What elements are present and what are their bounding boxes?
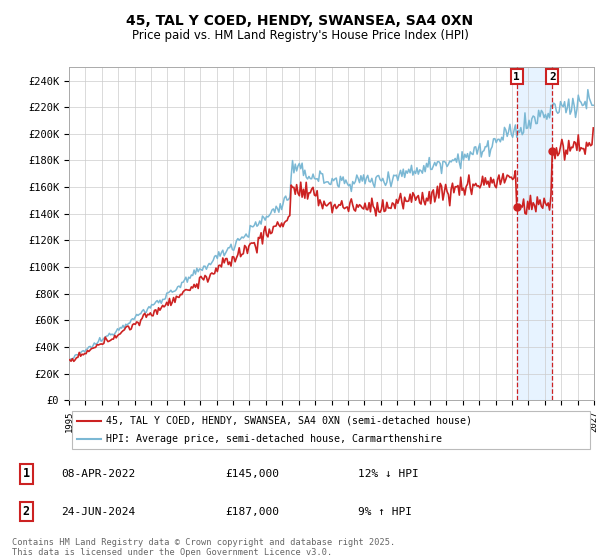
Text: 1: 1: [23, 468, 30, 480]
Text: 2: 2: [549, 72, 556, 82]
Text: Contains HM Land Registry data © Crown copyright and database right 2025.
This d: Contains HM Land Registry data © Crown c…: [12, 538, 395, 557]
Text: 45, TAL Y COED, HENDY, SWANSEA, SA4 0XN: 45, TAL Y COED, HENDY, SWANSEA, SA4 0XN: [127, 14, 473, 28]
Text: 2: 2: [23, 505, 30, 518]
FancyBboxPatch shape: [71, 411, 590, 449]
Text: Price paid vs. HM Land Registry's House Price Index (HPI): Price paid vs. HM Land Registry's House …: [131, 29, 469, 42]
Bar: [517, 67, 553, 400]
Text: HPI: Average price, semi-detached house, Carmarthenshire: HPI: Average price, semi-detached house,…: [106, 434, 442, 444]
Text: 45, TAL Y COED, HENDY, SWANSEA, SA4 0XN (semi-detached house): 45, TAL Y COED, HENDY, SWANSEA, SA4 0XN …: [106, 416, 472, 426]
Text: £187,000: £187,000: [225, 507, 279, 517]
Text: 1: 1: [514, 72, 520, 82]
Text: 24-JUN-2024: 24-JUN-2024: [61, 507, 135, 517]
Text: 08-APR-2022: 08-APR-2022: [61, 469, 135, 479]
Text: 9% ↑ HPI: 9% ↑ HPI: [358, 507, 412, 517]
Text: £145,000: £145,000: [225, 469, 279, 479]
Text: 12% ↓ HPI: 12% ↓ HPI: [358, 469, 418, 479]
